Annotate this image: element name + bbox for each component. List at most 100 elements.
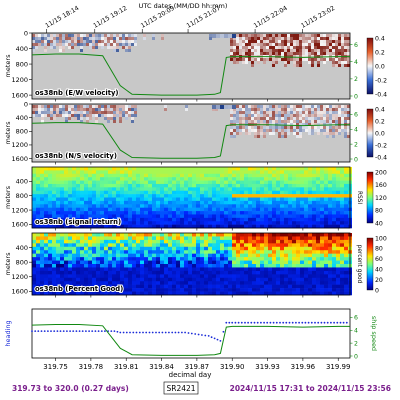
heatmap-cell [41,40,44,43]
heatmap-cell [112,260,116,265]
heatmap-cell [100,183,104,188]
heatmap-cell [48,187,52,192]
heatmap-cell [116,180,120,185]
heatmap-cell [36,194,40,198]
heatmap-cell [344,233,348,237]
heatmap-cell [120,177,124,181]
heatmap-cell [36,270,40,275]
heatmap-cell [80,183,84,188]
heatmap-cell [280,236,284,241]
heatmap-cell [308,58,311,61]
heatmap-cell [256,233,260,237]
heatmap-cell [62,40,65,43]
heatmap-cell [320,34,323,37]
heatmap-cell [212,253,216,258]
heatmap-cell [296,288,300,292]
heatmap-cell [172,180,176,185]
heatmap-cell [104,253,108,258]
heatmap-cell [116,173,120,178]
heatmap-cell [220,167,224,171]
heatmap-cell [281,108,284,111]
heatmap-cell [40,274,44,279]
heatmap-cell [278,40,281,43]
heatmap-cell [232,260,236,265]
heatmap-cell [74,111,77,114]
heatmap-cell [62,34,65,37]
colorbar-tick-label: 40 [375,220,383,227]
heading-dot [138,331,141,334]
heatmap-cell [116,260,120,265]
heatmap-cell [245,49,248,52]
heatmap-cell [236,46,239,49]
heatmap-cell [308,173,312,178]
heatmap-cell [134,105,137,108]
heatmap-cell [104,270,108,275]
heatmap-cell [44,167,48,171]
heatmap-cell [77,114,80,117]
heatmap-cell [347,114,350,117]
heatmap-cell [108,270,112,275]
heatmap-cell [284,117,287,120]
heatmap-cell [240,187,244,192]
heatmap-cell [196,217,200,222]
heatmap-cell [104,114,107,117]
heatmap-cell [314,46,317,49]
heatmap-cell [36,250,40,254]
heatmap-cell [296,197,300,202]
heatmap-cell [65,40,68,43]
heatmap-cell [302,37,305,40]
heatmap-cell [256,173,260,178]
heatmap-cell [316,270,320,275]
heatmap-cell [248,187,252,192]
heatmap-cell [251,40,254,43]
heatmap-cell [316,183,320,188]
heatmap-cell [272,105,275,108]
heatmap-cell [156,274,160,279]
heatmap-cell [88,170,92,175]
heatmap-cell [269,52,272,55]
heatmap-cell [104,233,108,237]
heatmap-cell [80,224,84,229]
heatmap-cell [272,64,275,67]
heatmap-cell [244,267,248,272]
heatmap-cell [220,197,224,202]
heatmap-cell [128,246,132,251]
heatmap-cell [72,253,76,258]
heading-dot [181,331,183,334]
heatmap-cell [196,167,200,171]
heatmap-cell [296,108,299,111]
heatmap-cell [74,108,77,111]
heatmap-cell [184,257,188,261]
heatmap-cell [140,277,144,282]
heatmap-cell [176,291,180,296]
heatmap-cell [242,46,245,49]
heatmap-cell [244,190,248,195]
heatmap-cell [196,187,200,192]
heatmap-cell [336,253,340,258]
heatmap-cell [172,221,176,225]
heatmap-cell [281,135,284,138]
heatmap-cell [164,194,168,198]
heatmap-cell [248,221,252,225]
heatmap-cell [254,37,257,40]
heatmap-cell [124,291,128,296]
heatmap-cell [108,170,112,175]
heatmap-cell [108,281,112,285]
heatmap-cell [296,55,299,58]
heatmap-cell [281,114,284,117]
heatmap-cell [340,264,344,268]
heatmap-cell [84,277,88,282]
heatmap-cell [272,114,275,117]
heatmap-cell [110,40,113,43]
heatmap-cell [52,173,56,178]
heatmap-cell [336,207,340,212]
heatmap-cell [224,233,228,237]
heatmap-cell [296,129,299,132]
heatmap-cell [208,257,212,261]
heatmap-cell [268,170,272,175]
heatmap-cell [224,253,228,258]
heatmap-cell [208,194,212,198]
heatmap-cell [230,108,233,111]
heatmap-cell [168,190,172,195]
heatmap-cell [100,277,104,282]
